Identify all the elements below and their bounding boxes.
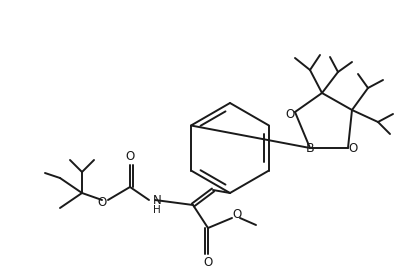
- Text: O: O: [233, 208, 242, 220]
- Text: N: N: [153, 194, 161, 208]
- Text: O: O: [348, 141, 358, 155]
- Text: B: B: [306, 141, 314, 155]
- Text: H: H: [153, 205, 161, 215]
- Text: O: O: [97, 196, 106, 208]
- Text: O: O: [285, 107, 295, 121]
- Text: O: O: [125, 150, 134, 163]
- Text: O: O: [203, 256, 212, 268]
